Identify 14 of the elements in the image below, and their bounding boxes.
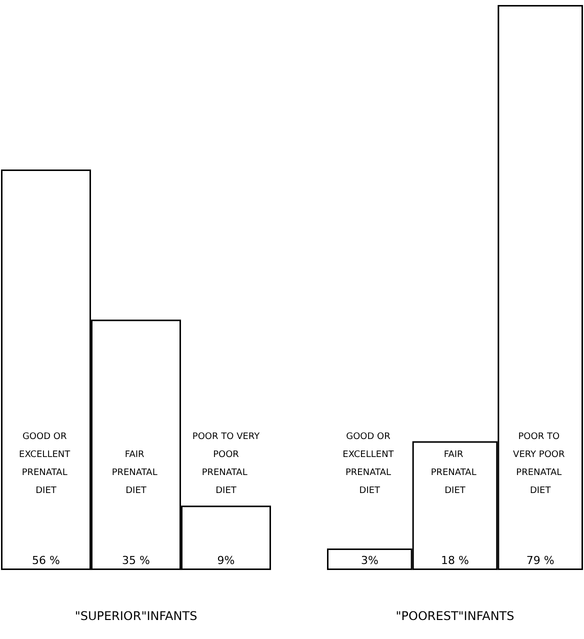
x-axis-title: "SUPERIOR"INFANTS [74,609,198,623]
x-tick-label: POOR TO VERY POOR PRENATAL DIET [192,432,260,496]
x-tick-label: FAIR PRENATAL DIET [430,450,480,496]
data-label: 9% [217,554,235,567]
x-tick-label: GOOD OR EXCELLENT PRENATAL DIET [342,432,397,496]
x-axis-title: "POOREST"INFANTS [396,609,514,623]
x-tick-label: POOR TO VERY POOR PRENATAL DIET [513,432,568,496]
data-label: 79 % [526,554,554,567]
data-label: 18 % [441,554,469,567]
x-tick-label: FAIR PRENATAL DIET [112,450,160,496]
x-tick-label: GOOD OR EXCELLENT PRENATAL DIET [19,432,73,496]
data-label: 35 % [122,554,150,567]
data-label: 3% [360,554,378,567]
data-label: 56 % [32,554,60,567]
